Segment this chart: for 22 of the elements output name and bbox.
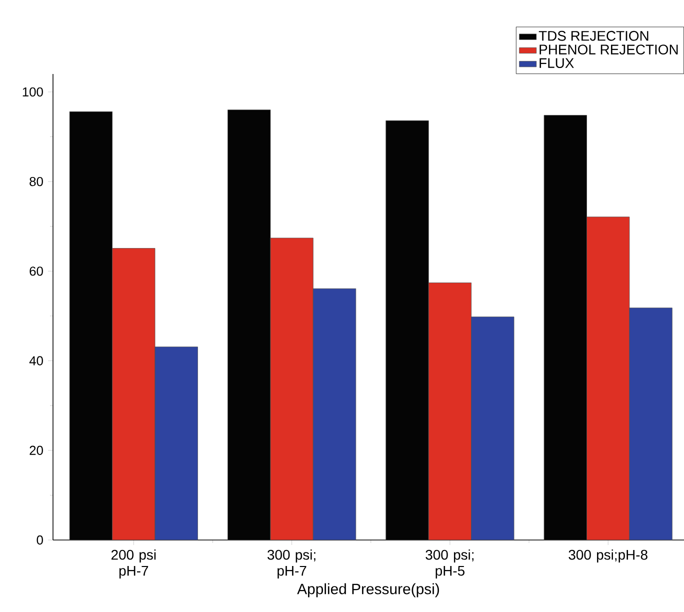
y-tick-label: 0 <box>36 535 43 545</box>
y-tick-label: 60 <box>30 266 43 276</box>
y-tick-label: 100 <box>22 87 43 97</box>
legend-label: FLUX <box>540 58 574 68</box>
x-tick-label: 300 psi;pH-8 <box>568 550 648 563</box>
x-axis-title: Applied Pressure(psi) <box>297 583 439 598</box>
y-tick-label: 40 <box>29 356 43 366</box>
y-tick-label: 20 <box>30 446 43 455</box>
x-tick-label: 300 psi; pH-5 <box>426 550 474 578</box>
x-tick-label: 300 psi; pH-7 <box>268 550 316 578</box>
legend-label: TDS REJECTION <box>538 30 648 41</box>
legend-label: PHENOL REJECTION <box>540 44 678 54</box>
bar <box>428 282 472 540</box>
bar <box>586 216 630 540</box>
bar <box>112 248 156 540</box>
bar <box>270 238 314 540</box>
y-tick-label: 80 <box>30 176 43 186</box>
bar <box>629 308 672 540</box>
bar <box>312 288 356 540</box>
bar <box>154 346 198 540</box>
x-tick-label: 200 psi pH-7 <box>111 550 156 578</box>
bar <box>471 316 514 540</box>
